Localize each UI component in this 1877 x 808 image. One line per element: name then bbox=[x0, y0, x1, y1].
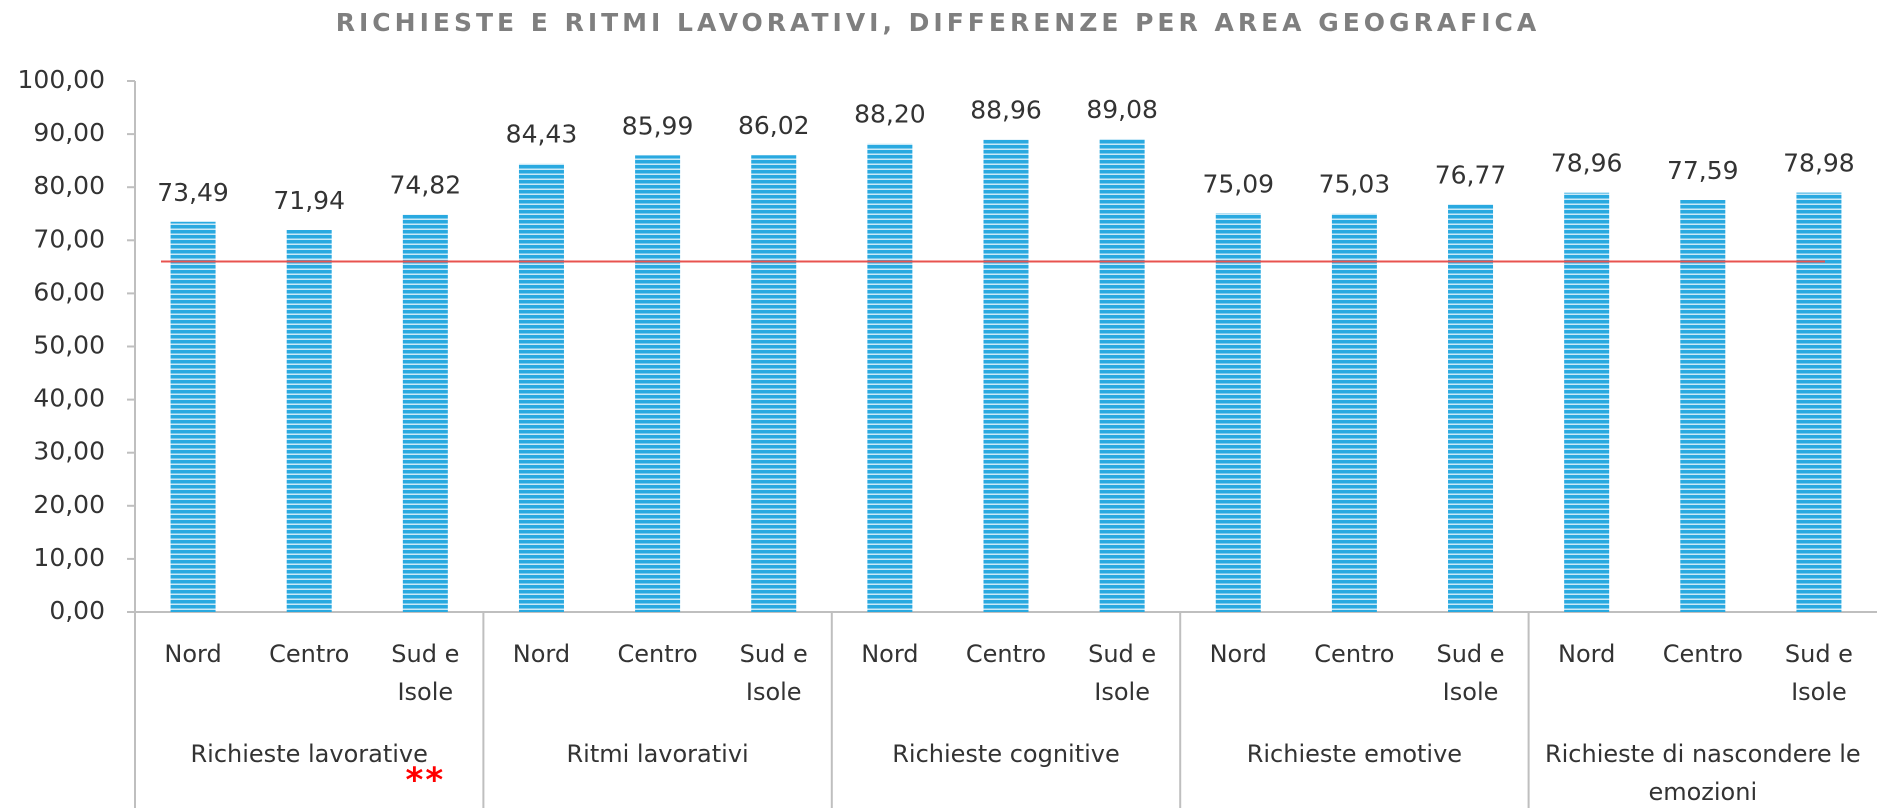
bar bbox=[867, 143, 913, 612]
x-tick-label: Centro bbox=[1314, 640, 1395, 668]
group-label: Richieste di nascondere le emozioni bbox=[1544, 740, 1861, 806]
group-label: Richieste lavorative bbox=[190, 740, 428, 768]
bar bbox=[1564, 192, 1610, 612]
value-label: 78,96 bbox=[1551, 149, 1623, 178]
value-label: 88,20 bbox=[854, 100, 926, 129]
x-tick-label: Centro bbox=[617, 640, 698, 668]
x-tick-label: Centro bbox=[269, 640, 350, 668]
x-tick-label: Nord bbox=[512, 640, 571, 668]
x-tick-label: Sud e Isole bbox=[1088, 640, 1157, 706]
value-label: 88,96 bbox=[970, 96, 1042, 125]
group-label: Ritmi lavorativi bbox=[566, 740, 749, 768]
y-tick-label: 100,00 bbox=[18, 65, 105, 94]
x-tick-label: Nord bbox=[164, 640, 222, 668]
value-label: 75,03 bbox=[1319, 170, 1391, 199]
x-tick-label: Nord bbox=[861, 640, 919, 668]
bar bbox=[635, 155, 681, 612]
group-label: Richieste cognitive bbox=[892, 740, 1120, 768]
y-tick-label: 60,00 bbox=[33, 277, 105, 306]
value-label: 86,02 bbox=[738, 111, 810, 140]
chart-title: RICHIESTE E RITMI LAVORATIVI, DIFFERENZE… bbox=[336, 8, 1541, 37]
bar bbox=[402, 214, 448, 612]
y-tick-label: 80,00 bbox=[33, 171, 105, 200]
y-tick-label: 50,00 bbox=[33, 331, 105, 360]
value-label: 84,43 bbox=[506, 120, 578, 149]
bar bbox=[286, 229, 332, 612]
value-label: 73,49 bbox=[157, 178, 229, 207]
bar bbox=[1448, 204, 1494, 612]
value-label: 77,59 bbox=[1667, 156, 1739, 185]
bar bbox=[1099, 138, 1145, 612]
y-tick-label: 40,00 bbox=[33, 384, 105, 413]
value-label: 74,82 bbox=[390, 171, 462, 200]
group-label: Richieste emotive bbox=[1246, 740, 1463, 768]
bar bbox=[1331, 213, 1377, 612]
y-tick-label: 70,00 bbox=[33, 224, 105, 253]
x-tick-label: Nord bbox=[1209, 640, 1267, 668]
value-label: 89,08 bbox=[1086, 95, 1158, 124]
bar bbox=[983, 139, 1029, 612]
y-tick-label: 0,00 bbox=[49, 596, 105, 625]
y-tick-label: 20,00 bbox=[33, 490, 105, 519]
bar bbox=[170, 221, 216, 612]
x-tick-label: Nord bbox=[1557, 640, 1616, 668]
value-label: 85,99 bbox=[622, 111, 694, 140]
x-tick-label: Centro bbox=[1662, 640, 1743, 668]
y-tick-label: 30,00 bbox=[33, 437, 105, 466]
y-tick-label: 10,00 bbox=[33, 543, 105, 572]
value-label: 76,77 bbox=[1435, 160, 1507, 189]
x-tick-label: Sud e Isole bbox=[1784, 640, 1853, 706]
x-tick-label: Sud e Isole bbox=[739, 640, 808, 706]
value-label: 71,94 bbox=[273, 186, 345, 215]
x-tick-label: Centro bbox=[965, 640, 1047, 668]
x-tick-label: Sud e Isole bbox=[1436, 640, 1505, 706]
value-label: 75,09 bbox=[1202, 169, 1274, 198]
y-tick-label: 90,00 bbox=[33, 118, 105, 147]
x-tick-label: Sud e Isole bbox=[391, 640, 460, 706]
annotation: ** bbox=[406, 761, 446, 801]
value-label: 78,98 bbox=[1783, 149, 1855, 178]
bar bbox=[518, 163, 564, 612]
bar bbox=[1796, 192, 1842, 612]
bar bbox=[751, 155, 797, 612]
bar bbox=[1215, 213, 1261, 612]
bar bbox=[1680, 199, 1726, 612]
